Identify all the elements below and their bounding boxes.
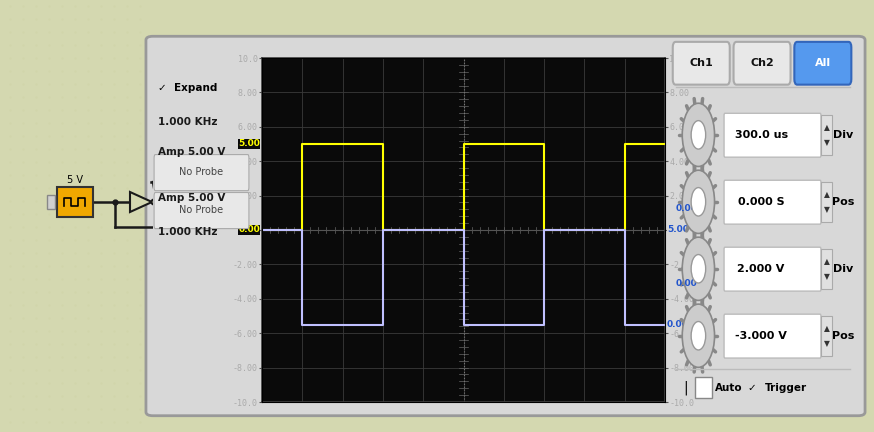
FancyBboxPatch shape: [724, 180, 821, 224]
Circle shape: [691, 254, 705, 283]
Text: Pos: Pos: [832, 331, 854, 341]
Text: Auto: Auto: [715, 383, 743, 393]
Text: 0.00: 0.00: [676, 279, 697, 288]
Text: ✓  Expand: ✓ Expand: [158, 83, 218, 93]
Bar: [47, 195, 55, 209]
Text: |: |: [683, 381, 688, 395]
FancyBboxPatch shape: [724, 314, 821, 358]
Text: 0.00: 0.00: [239, 226, 260, 235]
Text: 1.000 KHz: 1.000 KHz: [158, 117, 218, 127]
Circle shape: [691, 321, 705, 350]
Circle shape: [151, 200, 156, 204]
Text: ▲: ▲: [823, 123, 829, 132]
Circle shape: [691, 187, 705, 216]
Text: 0.00: 0.00: [676, 203, 697, 213]
Circle shape: [683, 237, 715, 300]
Circle shape: [683, 304, 715, 367]
Text: Trigger: Trigger: [765, 383, 807, 393]
Text: ▲: ▲: [823, 324, 829, 333]
Bar: [695, 378, 711, 398]
FancyBboxPatch shape: [821, 182, 832, 222]
Text: ▲: ▲: [823, 190, 829, 199]
Text: Div: Div: [833, 264, 853, 274]
Text: ▼: ▼: [823, 138, 829, 147]
Text: 300.0 us: 300.0 us: [734, 130, 787, 140]
Text: -3.000 V: -3.000 V: [735, 331, 787, 341]
Text: 2.000 V: 2.000 V: [738, 264, 785, 274]
Circle shape: [683, 170, 715, 233]
Text: 5 V: 5 V: [67, 175, 83, 185]
Text: All: All: [815, 58, 831, 68]
FancyBboxPatch shape: [154, 193, 249, 229]
Text: ▼: ▼: [823, 205, 829, 214]
Text: 5.00: 5.00: [238, 140, 260, 149]
Bar: [57, 187, 93, 217]
FancyBboxPatch shape: [724, 113, 821, 157]
Polygon shape: [130, 192, 152, 212]
Text: 0.00: 0.00: [667, 320, 689, 329]
FancyBboxPatch shape: [821, 115, 832, 156]
Text: Ch1: Ch1: [690, 58, 713, 68]
Text: No Probe: No Probe: [179, 167, 223, 177]
Text: Div: Div: [833, 130, 853, 140]
Text: 1.000 KHz: 1.000 KHz: [158, 226, 218, 237]
Text: 0.000 S: 0.000 S: [738, 197, 784, 207]
Text: No Probe: No Probe: [179, 205, 223, 215]
Text: Ch2: Ch2: [750, 58, 773, 68]
Text: 5.00: 5.00: [667, 226, 689, 235]
Text: Amp 5.00 V: Amp 5.00 V: [158, 193, 225, 203]
Text: ▼: ▼: [823, 339, 829, 348]
Text: ✓: ✓: [747, 383, 756, 393]
FancyBboxPatch shape: [673, 42, 730, 85]
Text: Pos: Pos: [832, 197, 854, 207]
FancyBboxPatch shape: [794, 42, 851, 85]
Text: ▼: ▼: [823, 272, 829, 281]
Circle shape: [691, 121, 705, 149]
Text: Amp 5.00 V: Amp 5.00 V: [158, 146, 225, 157]
FancyBboxPatch shape: [154, 155, 249, 191]
FancyBboxPatch shape: [724, 247, 821, 291]
Circle shape: [683, 103, 715, 166]
Text: ▲: ▲: [823, 257, 829, 266]
FancyBboxPatch shape: [146, 36, 865, 416]
FancyBboxPatch shape: [821, 316, 832, 356]
FancyBboxPatch shape: [733, 42, 791, 85]
FancyBboxPatch shape: [821, 249, 832, 289]
